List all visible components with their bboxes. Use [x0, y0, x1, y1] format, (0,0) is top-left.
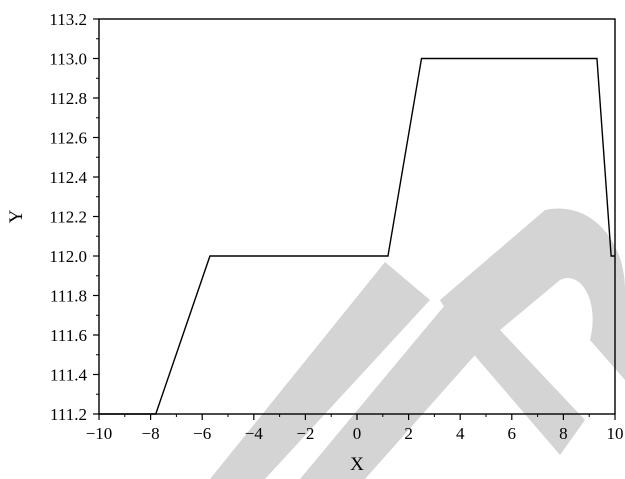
x-tick-label: −2 — [296, 424, 314, 443]
y-tick-label: 111.8 — [50, 287, 87, 306]
y-tick-label: 113.2 — [49, 10, 87, 29]
y-axis-title: Y — [6, 209, 27, 223]
x-tick-label: −4 — [245, 424, 264, 443]
x-tick-label: 2 — [404, 424, 413, 443]
y-tick-label: 111.4 — [50, 366, 87, 385]
y-tick-label: 112.4 — [49, 168, 87, 187]
watermark-stroke-3 — [440, 208, 625, 455]
x-tick-label: 8 — [559, 424, 568, 443]
x-tick-label: 6 — [508, 424, 517, 443]
y-tick-label: 112.8 — [49, 89, 87, 108]
x-tick-label: 4 — [456, 424, 465, 443]
y-tick-label: 111.2 — [50, 405, 87, 424]
x-tick-label: −10 — [86, 424, 113, 443]
x-tick-label: 10 — [607, 424, 624, 443]
x-tick-label: −6 — [193, 424, 211, 443]
x-tick-label: 0 — [353, 424, 362, 443]
y-tick-label: 113.0 — [49, 50, 87, 69]
y-tick-label: 112.2 — [49, 208, 87, 227]
y-axis: 111.2 111.4 111.6 111.8 112.0 112.2 112.4 112.6… — [49, 10, 99, 424]
x-tick-label: −8 — [142, 424, 160, 443]
y-tick-label: 112.6 — [49, 129, 87, 148]
x-axis-title: X — [350, 454, 364, 475]
y-tick-label: 112.0 — [49, 247, 87, 266]
y-tick-label: 111.6 — [50, 326, 87, 345]
